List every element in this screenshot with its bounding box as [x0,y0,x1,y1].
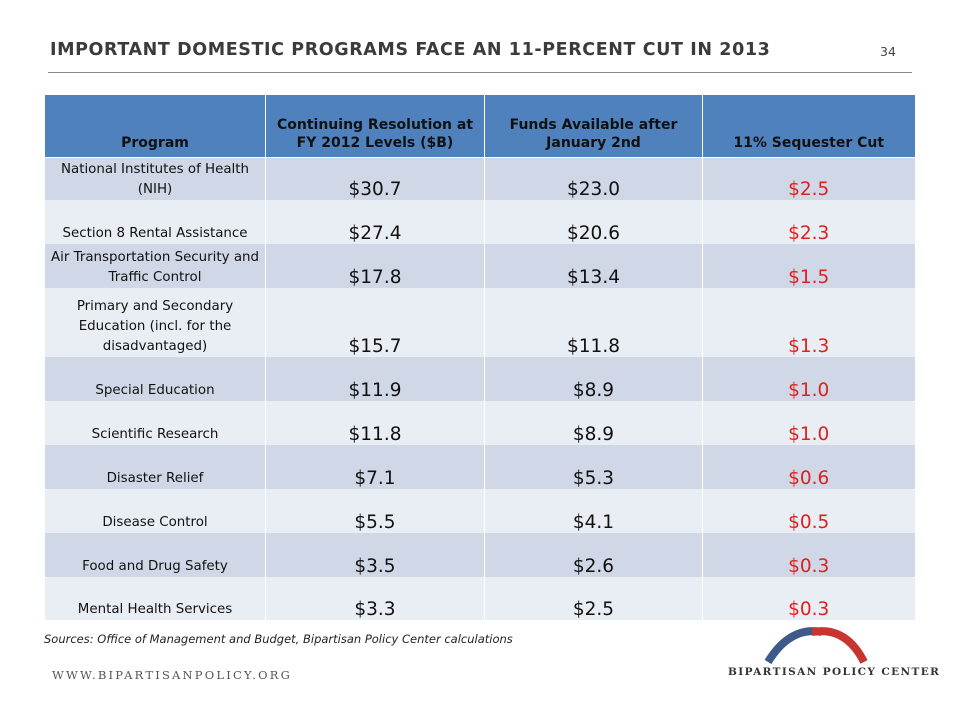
bipartisan-logo-arcs-icon [764,627,868,665]
program-name: Mental Health Services [44,577,266,620]
program-name: Disaster Relief [44,445,266,489]
funds-available-value: $13.4 [484,244,703,288]
continuing-resolution-value: $3.3 [265,577,485,620]
continuing-resolution-value: $11.9 [265,357,485,401]
funds-available-value: $23.0 [484,156,703,200]
program-name: Disease Control [44,489,266,533]
programs-table: Program Continuing Resolution at FY 2012… [44,95,915,620]
continuing-resolution-value: $15.7 [265,288,485,357]
table-row: Disease Control $5.5 $4.1 $0.5 [44,489,915,533]
table-row: Scientific Research $11.8 $8.9 $1.0 [44,401,915,445]
website-url[interactable]: WWW.BIPARTISANPOLICY.ORG [52,668,292,682]
funds-available-value: $11.8 [484,288,703,357]
continuing-resolution-value: $17.8 [265,244,485,288]
column-header-funds-available: Funds Available after January 2nd [484,95,703,157]
sequester-cut-value: $0.3 [702,577,915,620]
continuing-resolution-value: $3.5 [265,533,485,577]
table-header-row: Program Continuing Resolution at FY 2012… [44,95,915,157]
logo-wordmark: BIPARTISAN POLICY CENTER [728,666,941,678]
funds-available-value: $4.1 [484,489,703,533]
table-row: National Institutes of Health (NIH) $30.… [44,156,915,200]
funds-available-value: $20.6 [484,200,703,244]
sequester-cut-value: $1.3 [702,288,915,357]
sources-note: Sources: Office of Management and Budget… [44,632,513,646]
sequester-cut-value: $2.5 [702,156,915,200]
table-row: Primary and Secondary Education (incl. f… [44,288,915,357]
continuing-resolution-value: $11.8 [265,401,485,445]
title-divider [48,72,912,73]
page-title: IMPORTANT DOMESTIC PROGRAMS FACE AN 11-P… [50,40,771,60]
program-name: Food and Drug Safety [44,533,266,577]
column-header-continuing-resolution: Continuing Resolution at FY 2012 Levels … [265,95,485,157]
table-row: Special Education $11.9 $8.9 $1.0 [44,357,915,401]
program-name: Special Education [44,357,266,401]
sequester-cut-value: $2.3 [702,200,915,244]
continuing-resolution-value: $27.4 [265,200,485,244]
table-row: Air Transportation Security and Traffic … [44,244,915,288]
continuing-resolution-value: $30.7 [265,156,485,200]
funds-available-value: $8.9 [484,401,703,445]
funds-available-value: $8.9 [484,357,703,401]
continuing-resolution-value: $5.5 [265,489,485,533]
page-number: 34 [880,44,896,59]
program-name: Air Transportation Security and Traffic … [44,244,266,288]
program-name: Scientific Research [44,401,266,445]
sequester-cut-value: $0.5 [702,489,915,533]
sequester-cut-value: $1.0 [702,357,915,401]
sequester-cut-value: $1.5 [702,244,915,288]
sequester-cut-value: $0.6 [702,445,915,489]
column-header-program: Program [44,95,266,157]
funds-available-value: $2.6 [484,533,703,577]
sequester-cut-value: $0.3 [702,533,915,577]
funds-available-value: $5.3 [484,445,703,489]
table-row: Mental Health Services $3.3 $2.5 $0.3 [44,577,915,620]
funds-available-value: $2.5 [484,577,703,620]
program-name: National Institutes of Health (NIH) [44,156,266,200]
program-name: Primary and Secondary Education (incl. f… [44,288,266,357]
program-name: Section 8 Rental Assistance [44,200,266,244]
table-row: Section 8 Rental Assistance $27.4 $20.6 … [44,200,915,244]
column-header-sequester-cut: 11% Sequester Cut [702,95,915,157]
table-row: Food and Drug Safety $3.5 $2.6 $0.3 [44,533,915,577]
table-row: Disaster Relief $7.1 $5.3 $0.6 [44,445,915,489]
sequester-cut-value: $1.0 [702,401,915,445]
continuing-resolution-value: $7.1 [265,445,485,489]
